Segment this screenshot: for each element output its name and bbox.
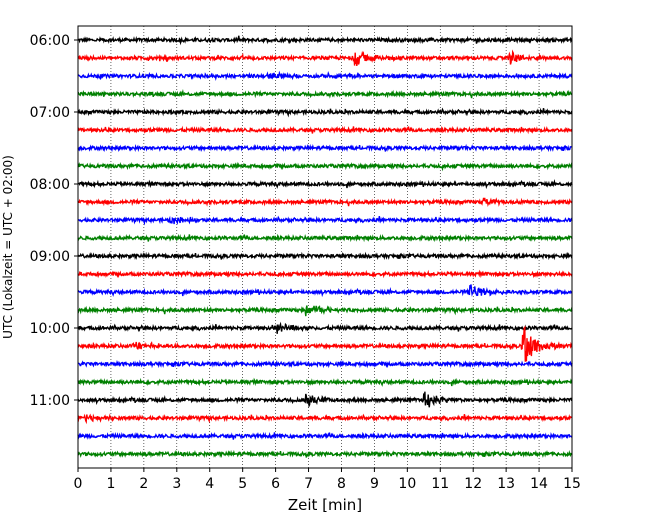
trace-line: [77, 215, 573, 226]
x-tick-label: 4: [205, 476, 214, 492]
trace-line: [77, 391, 573, 409]
trace-line: [77, 125, 573, 135]
trace-line: [77, 49, 573, 67]
x-axis-label: Zeit [min]: [288, 496, 362, 514]
y-tick-label: 06:00: [30, 33, 70, 49]
trace-line: [77, 321, 573, 334]
trace-line: [77, 377, 573, 387]
trace-line: [77, 305, 573, 317]
x-tick-label: 11: [431, 476, 449, 492]
y-ticks: 06:00 07:00 08:00 09:00 10:00 11:00: [30, 33, 78, 409]
x-ticks: 0 1 2 3 4 5 6 7 8 9 10 11 12 13 14 15: [74, 468, 581, 492]
trace-line: [77, 107, 573, 118]
trace-line: [77, 178, 573, 190]
x-tick-label: 5: [238, 476, 247, 492]
x-tick-label: 14: [530, 476, 548, 492]
y-tick-label: 07:00: [30, 105, 70, 121]
y-tick-label: 11:00: [30, 393, 70, 409]
trace-line: [77, 233, 573, 243]
plot-frame: [77, 25, 573, 469]
x-tick-label: 0: [74, 476, 83, 492]
y-axis-label: UTC (Lokalzeit = UTC + 02:00): [1, 155, 15, 339]
trace-line: [77, 269, 573, 279]
y-tick-label: 09:00: [30, 249, 70, 265]
trace-line: [77, 413, 573, 425]
trace-line: [77, 431, 573, 441]
trace-line: [77, 70, 573, 81]
traces: [77, 35, 573, 459]
x-tick-label: 6: [271, 476, 280, 492]
trace-line: [77, 359, 573, 369]
x-tick-label: 1: [106, 476, 115, 492]
trace-line: [77, 143, 573, 153]
x-tick-label: 3: [172, 476, 181, 492]
trace-line: [77, 161, 573, 172]
y-tick-label: 08:00: [30, 177, 70, 193]
x-tick-label: 2: [139, 476, 148, 492]
trace-line: [77, 251, 573, 261]
trace-line: [77, 35, 573, 46]
x-tick-label: 13: [497, 476, 515, 492]
x-tick-label: 8: [337, 476, 346, 492]
x-tick-label: 12: [464, 476, 482, 492]
x-tick-label: 15: [563, 476, 581, 492]
trace-line: [77, 284, 573, 298]
trace-line: [77, 449, 573, 459]
trace-line: [77, 88, 573, 99]
x-tick-label: 10: [398, 476, 416, 492]
x-tick-label: 7: [304, 476, 313, 492]
x-tick-label: 9: [370, 476, 379, 492]
trace-line: [77, 325, 573, 362]
y-tick-label: 10:00: [30, 321, 70, 337]
trace-line: [77, 197, 573, 207]
